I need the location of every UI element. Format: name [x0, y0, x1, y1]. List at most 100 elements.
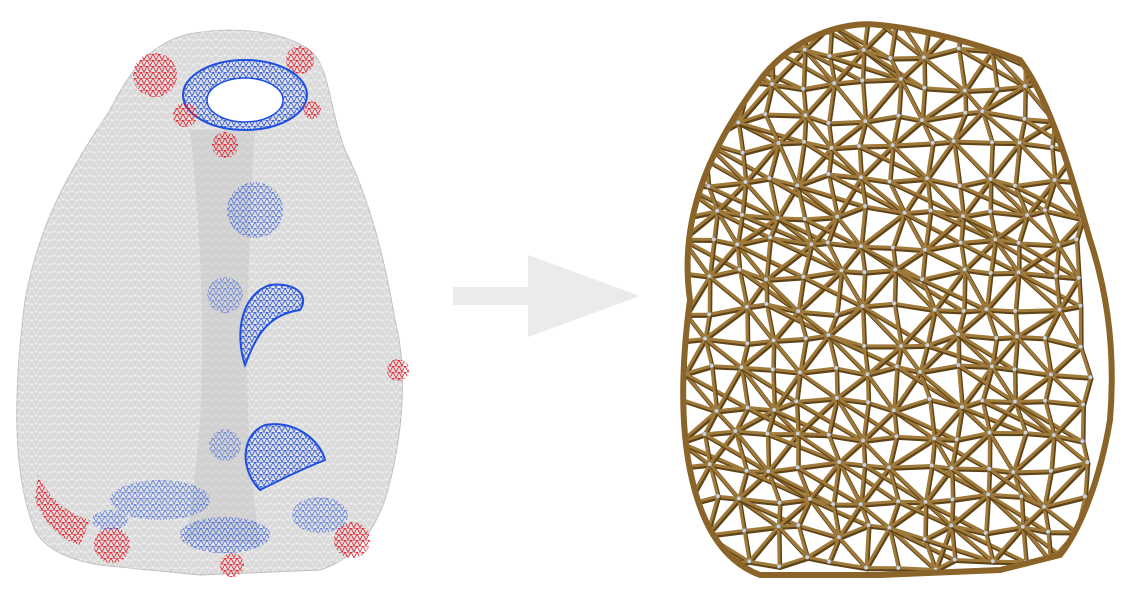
strut-shadow [991, 526, 1026, 565]
lattice-strut [777, 555, 809, 568]
lattice-strut [869, 14, 897, 16]
lattice-node [825, 171, 831, 177]
lattice-node [746, 79, 752, 84]
strut-shadow [918, 333, 962, 376]
lattice-strut [1013, 400, 1028, 435]
strut-shadow [1047, 17, 1091, 21]
lattice-strut [794, 399, 800, 436]
lattice-strut [837, 438, 865, 464]
lattice-strut [776, 523, 800, 528]
lattice-strut [1052, 433, 1084, 443]
lattice-strut [1013, 309, 1019, 338]
lattice-strut [990, 364, 1016, 371]
mesh-red-patch [35, 475, 90, 545]
lattice-node [1088, 13, 1092, 17]
lattice-strut [1042, 505, 1078, 534]
lattice-node [930, 140, 936, 146]
strut-shadow [1045, 47, 1056, 81]
lattice-node [962, 110, 968, 116]
lattice-strut [924, 463, 934, 504]
strut-shadow [827, 120, 869, 127]
lattice-strut [1043, 336, 1083, 349]
lattice-strut [922, 86, 967, 93]
lattice-strut [714, 406, 750, 413]
lattice-node [863, 565, 869, 571]
lattice-strut [980, 364, 994, 402]
lattice-node [1087, 180, 1092, 185]
lattice-strut [1024, 431, 1056, 437]
lattice-strut [1049, 372, 1092, 379]
lattice-strut [860, 267, 897, 308]
strut-shadow [712, 48, 740, 63]
lattice-node [763, 276, 769, 282]
lattice-strut [710, 364, 743, 369]
lattice-strut [984, 270, 1021, 311]
lattice-strut [991, 525, 1025, 563]
strut-shadow [683, 238, 686, 277]
strut-shadow [735, 24, 770, 63]
lattice-strut [1042, 469, 1053, 509]
lattice-node [836, 534, 842, 540]
strut-shadow [1053, 120, 1082, 125]
lattice-strut [986, 492, 1023, 498]
strut-shadow [773, 400, 800, 414]
lattice-node [769, 81, 775, 87]
lattice-strut [735, 242, 768, 281]
lattice-strut [683, 466, 689, 506]
lattice-node [860, 437, 866, 443]
lattice-strut [766, 465, 800, 473]
lattice-strut [955, 431, 991, 441]
lattice-strut [961, 209, 992, 218]
lattice-strut [1074, 237, 1081, 280]
lattice-strut [1025, 213, 1060, 247]
lattice-strut [918, 370, 964, 409]
strut-shadow [803, 216, 841, 223]
lattice-strut [736, 120, 745, 155]
lattice-node [1014, 333, 1020, 339]
lattice-strut [990, 49, 999, 91]
strut-shadow [683, 85, 717, 119]
lattice-node [678, 440, 682, 444]
lattice-node [836, 459, 842, 465]
strut-shadow [683, 441, 684, 472]
lattice-strut [796, 465, 863, 506]
lattice-node [866, 12, 870, 16]
lattice-strut [1054, 274, 1081, 280]
lattice-node [1056, 307, 1062, 312]
lattice-node [983, 12, 987, 16]
lattice-strut [736, 112, 767, 124]
lattice-node [671, 81, 675, 85]
lattice-strut [747, 559, 781, 568]
lattice-node [802, 216, 808, 222]
strut-shadow [833, 49, 867, 87]
strut-shadow [708, 243, 741, 280]
lattice-strut [683, 502, 689, 540]
lattice-node [769, 45, 775, 51]
lattice-strut [984, 492, 990, 535]
strut-shadow [1018, 120, 1058, 147]
lattice-strut [716, 494, 741, 500]
strut-shadow [1079, 45, 1086, 86]
strut-shadow [683, 534, 710, 542]
strut-shadow [1013, 179, 1058, 190]
lattice-strut [826, 119, 867, 125]
lattice-node [858, 501, 864, 507]
lattice-strut [1052, 433, 1089, 464]
lattice-strut [899, 343, 929, 348]
lattice-strut [795, 140, 806, 187]
lattice-strut [987, 467, 1046, 509]
lattice-strut [957, 46, 1027, 88]
lattice-node [701, 138, 707, 144]
lattice-node [827, 53, 832, 59]
lattice-strut [801, 48, 807, 91]
strut-shadow [1026, 25, 1050, 52]
lattice-strut [920, 118, 956, 143]
lattice-strut [673, 83, 676, 115]
lattice-node [891, 300, 897, 306]
lattice-strut [837, 502, 863, 539]
strut-shadow [1057, 238, 1080, 249]
lattice-node [1079, 43, 1085, 49]
lattice-strut [764, 275, 805, 281]
strut-shadow [925, 140, 957, 182]
lattice-node [765, 468, 771, 474]
